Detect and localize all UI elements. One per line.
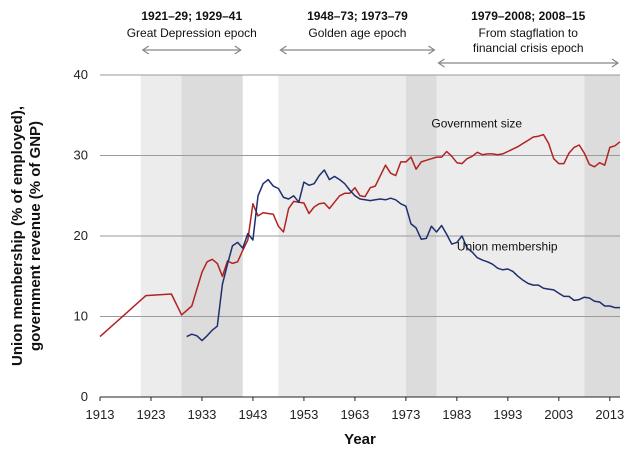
epoch-arrow-right-head (428, 45, 436, 55)
epoch-arrow-right-head (234, 45, 242, 55)
x-tick-label: 1913 (86, 407, 115, 422)
x-tick-label: 1963 (340, 407, 369, 422)
x-tick-label: 2003 (544, 407, 573, 422)
x-axis-title: Year (344, 431, 376, 448)
y-axis-title-line-1: Union membership (% of employed), (9, 106, 26, 366)
y-tick-label: 20 (74, 228, 88, 243)
x-tick-label: 1943 (238, 407, 267, 422)
epoch-subtitle: Golden age epoch (308, 26, 406, 40)
epoch-subtitle: financial crisis epoch (473, 41, 584, 55)
x-tick-label: 1973 (391, 407, 420, 422)
x-tick-label: 2013 (595, 407, 624, 422)
y-tick-label: 10 (74, 309, 88, 324)
epoch-arrow-left-head (141, 45, 150, 55)
x-tick-label: 1933 (187, 407, 216, 422)
x-tick-label: 1983 (442, 407, 471, 422)
epoch-arrow-left-head (437, 58, 445, 68)
x-tick-label: 1993 (493, 407, 522, 422)
y-tick-label: 30 (74, 148, 88, 163)
y-axis-title-line-2: government revenue (% of GNP) (27, 121, 44, 351)
x-tick-label: 1953 (289, 407, 318, 422)
epoch-subtitle: From stagflation to (479, 26, 579, 40)
epoch-arrow-left-head (279, 45, 287, 55)
series-line (186, 169, 620, 342)
series-label: Government size (431, 116, 522, 130)
y-tick-label: 40 (74, 67, 88, 82)
y-tick-label: 0 (81, 389, 88, 404)
epoch-title: 1979–2008; 2008–15 (471, 9, 585, 23)
series-line (99, 133, 621, 338)
epoch-title: 1921–29; 1929–41 (141, 9, 242, 23)
epoch-subtitle: Great Depression epoch (127, 26, 257, 40)
series-label: Union membership (457, 239, 558, 253)
x-tick-label: 1923 (137, 407, 166, 422)
epoch-title: 1948–73; 1973–79 (307, 9, 408, 23)
epoch-arrow-right-head (611, 58, 620, 68)
